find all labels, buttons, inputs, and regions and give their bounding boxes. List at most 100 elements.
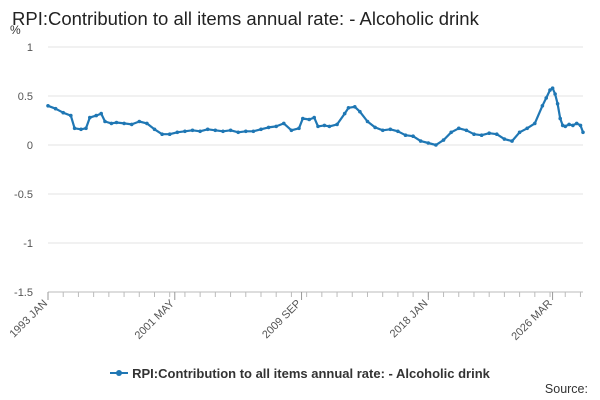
data-point <box>266 125 271 130</box>
data-point <box>282 121 286 126</box>
data-point <box>457 126 461 131</box>
data-point <box>109 121 114 126</box>
data-point <box>236 130 240 135</box>
y-tick-label: -0.5 <box>14 189 33 201</box>
data-point <box>72 126 77 131</box>
data-point <box>103 119 107 124</box>
data-point <box>578 123 583 128</box>
data-point <box>183 129 187 134</box>
y-tick-label: 1 <box>27 42 33 54</box>
data-point <box>259 127 263 132</box>
data-point <box>79 127 83 132</box>
data-point <box>244 129 248 134</box>
data-point <box>301 116 305 121</box>
data-point <box>550 86 555 90</box>
data-point <box>571 123 575 128</box>
data-point <box>46 104 50 108</box>
data-point <box>502 137 507 141</box>
data-point <box>297 126 301 131</box>
chart-title: RPI:Contribution to all items annual rat… <box>12 8 479 29</box>
y-tick-label: 0.5 <box>18 91 33 103</box>
data-point <box>205 127 210 132</box>
y-tick-label: 0 <box>27 140 33 152</box>
data-point <box>289 128 294 133</box>
data-point <box>411 134 415 138</box>
data-point <box>396 129 400 134</box>
data-point <box>94 113 98 118</box>
data-point <box>574 121 579 126</box>
data-point <box>365 119 370 124</box>
data-point <box>472 132 476 136</box>
data-point <box>555 102 560 106</box>
x-tick-label: 2001 MAY <box>133 297 178 342</box>
data-point <box>342 111 347 116</box>
data-point <box>525 126 529 131</box>
data-point <box>69 113 73 118</box>
data-point <box>84 126 88 131</box>
data-point <box>533 121 537 126</box>
y-tick-label: -1 <box>23 238 33 250</box>
data-point <box>558 116 562 121</box>
gridlines <box>48 46 583 293</box>
data-point <box>553 92 557 96</box>
x-tick-label: 2018 JAN <box>388 298 431 341</box>
data-point <box>307 117 312 122</box>
data-point <box>479 133 484 137</box>
data-point <box>251 129 256 134</box>
data-point <box>353 105 357 109</box>
data-point <box>495 132 499 136</box>
legend-label: RPI:Contribution to all items annual rat… <box>132 365 490 381</box>
data-point <box>449 130 454 135</box>
data-point <box>274 124 279 129</box>
data-point <box>129 122 134 127</box>
data-point <box>312 115 317 120</box>
data-point <box>510 139 514 143</box>
source-label: Source: <box>544 382 588 396</box>
data-point <box>190 128 195 133</box>
legend-swatch <box>110 368 129 378</box>
x-tick-label: 2009 SEP <box>260 298 304 342</box>
data-point <box>88 115 92 120</box>
data-point <box>434 143 438 147</box>
data-point <box>213 128 218 133</box>
data-point <box>152 127 157 132</box>
data-point <box>335 122 339 127</box>
data-point <box>114 120 119 125</box>
data-point <box>418 139 423 143</box>
data-point <box>544 96 548 100</box>
data-point <box>563 124 568 129</box>
data-point <box>517 130 522 135</box>
data-point <box>327 124 332 129</box>
data-point <box>388 127 393 132</box>
series-line <box>46 86 585 147</box>
data-point <box>122 121 126 126</box>
data-point <box>464 128 469 133</box>
x-tick-label: 2026 MAR <box>509 298 554 343</box>
data-point <box>198 129 202 134</box>
data-point <box>167 132 172 136</box>
data-point <box>380 128 385 133</box>
y-axis-unit-label: % <box>10 23 21 37</box>
data-point <box>358 109 362 114</box>
data-point <box>322 123 327 128</box>
data-point <box>61 110 65 115</box>
data-point <box>53 106 58 111</box>
data-point <box>137 119 142 124</box>
data-point <box>581 130 585 135</box>
data-point <box>403 133 408 137</box>
data-point <box>567 122 571 127</box>
data-point <box>99 111 103 116</box>
data-point <box>145 121 149 126</box>
data-point <box>548 88 552 92</box>
data-point <box>228 128 233 133</box>
x-tick-label: 1993 JAN <box>7 298 50 341</box>
legend: RPI:Contribution to all items annual rat… <box>0 364 600 382</box>
y-tick-label: -1.5 <box>14 287 33 299</box>
data-point <box>175 130 180 135</box>
data-point <box>487 131 492 135</box>
data-point <box>373 125 377 130</box>
data-point <box>160 132 164 136</box>
data-point <box>540 104 545 108</box>
